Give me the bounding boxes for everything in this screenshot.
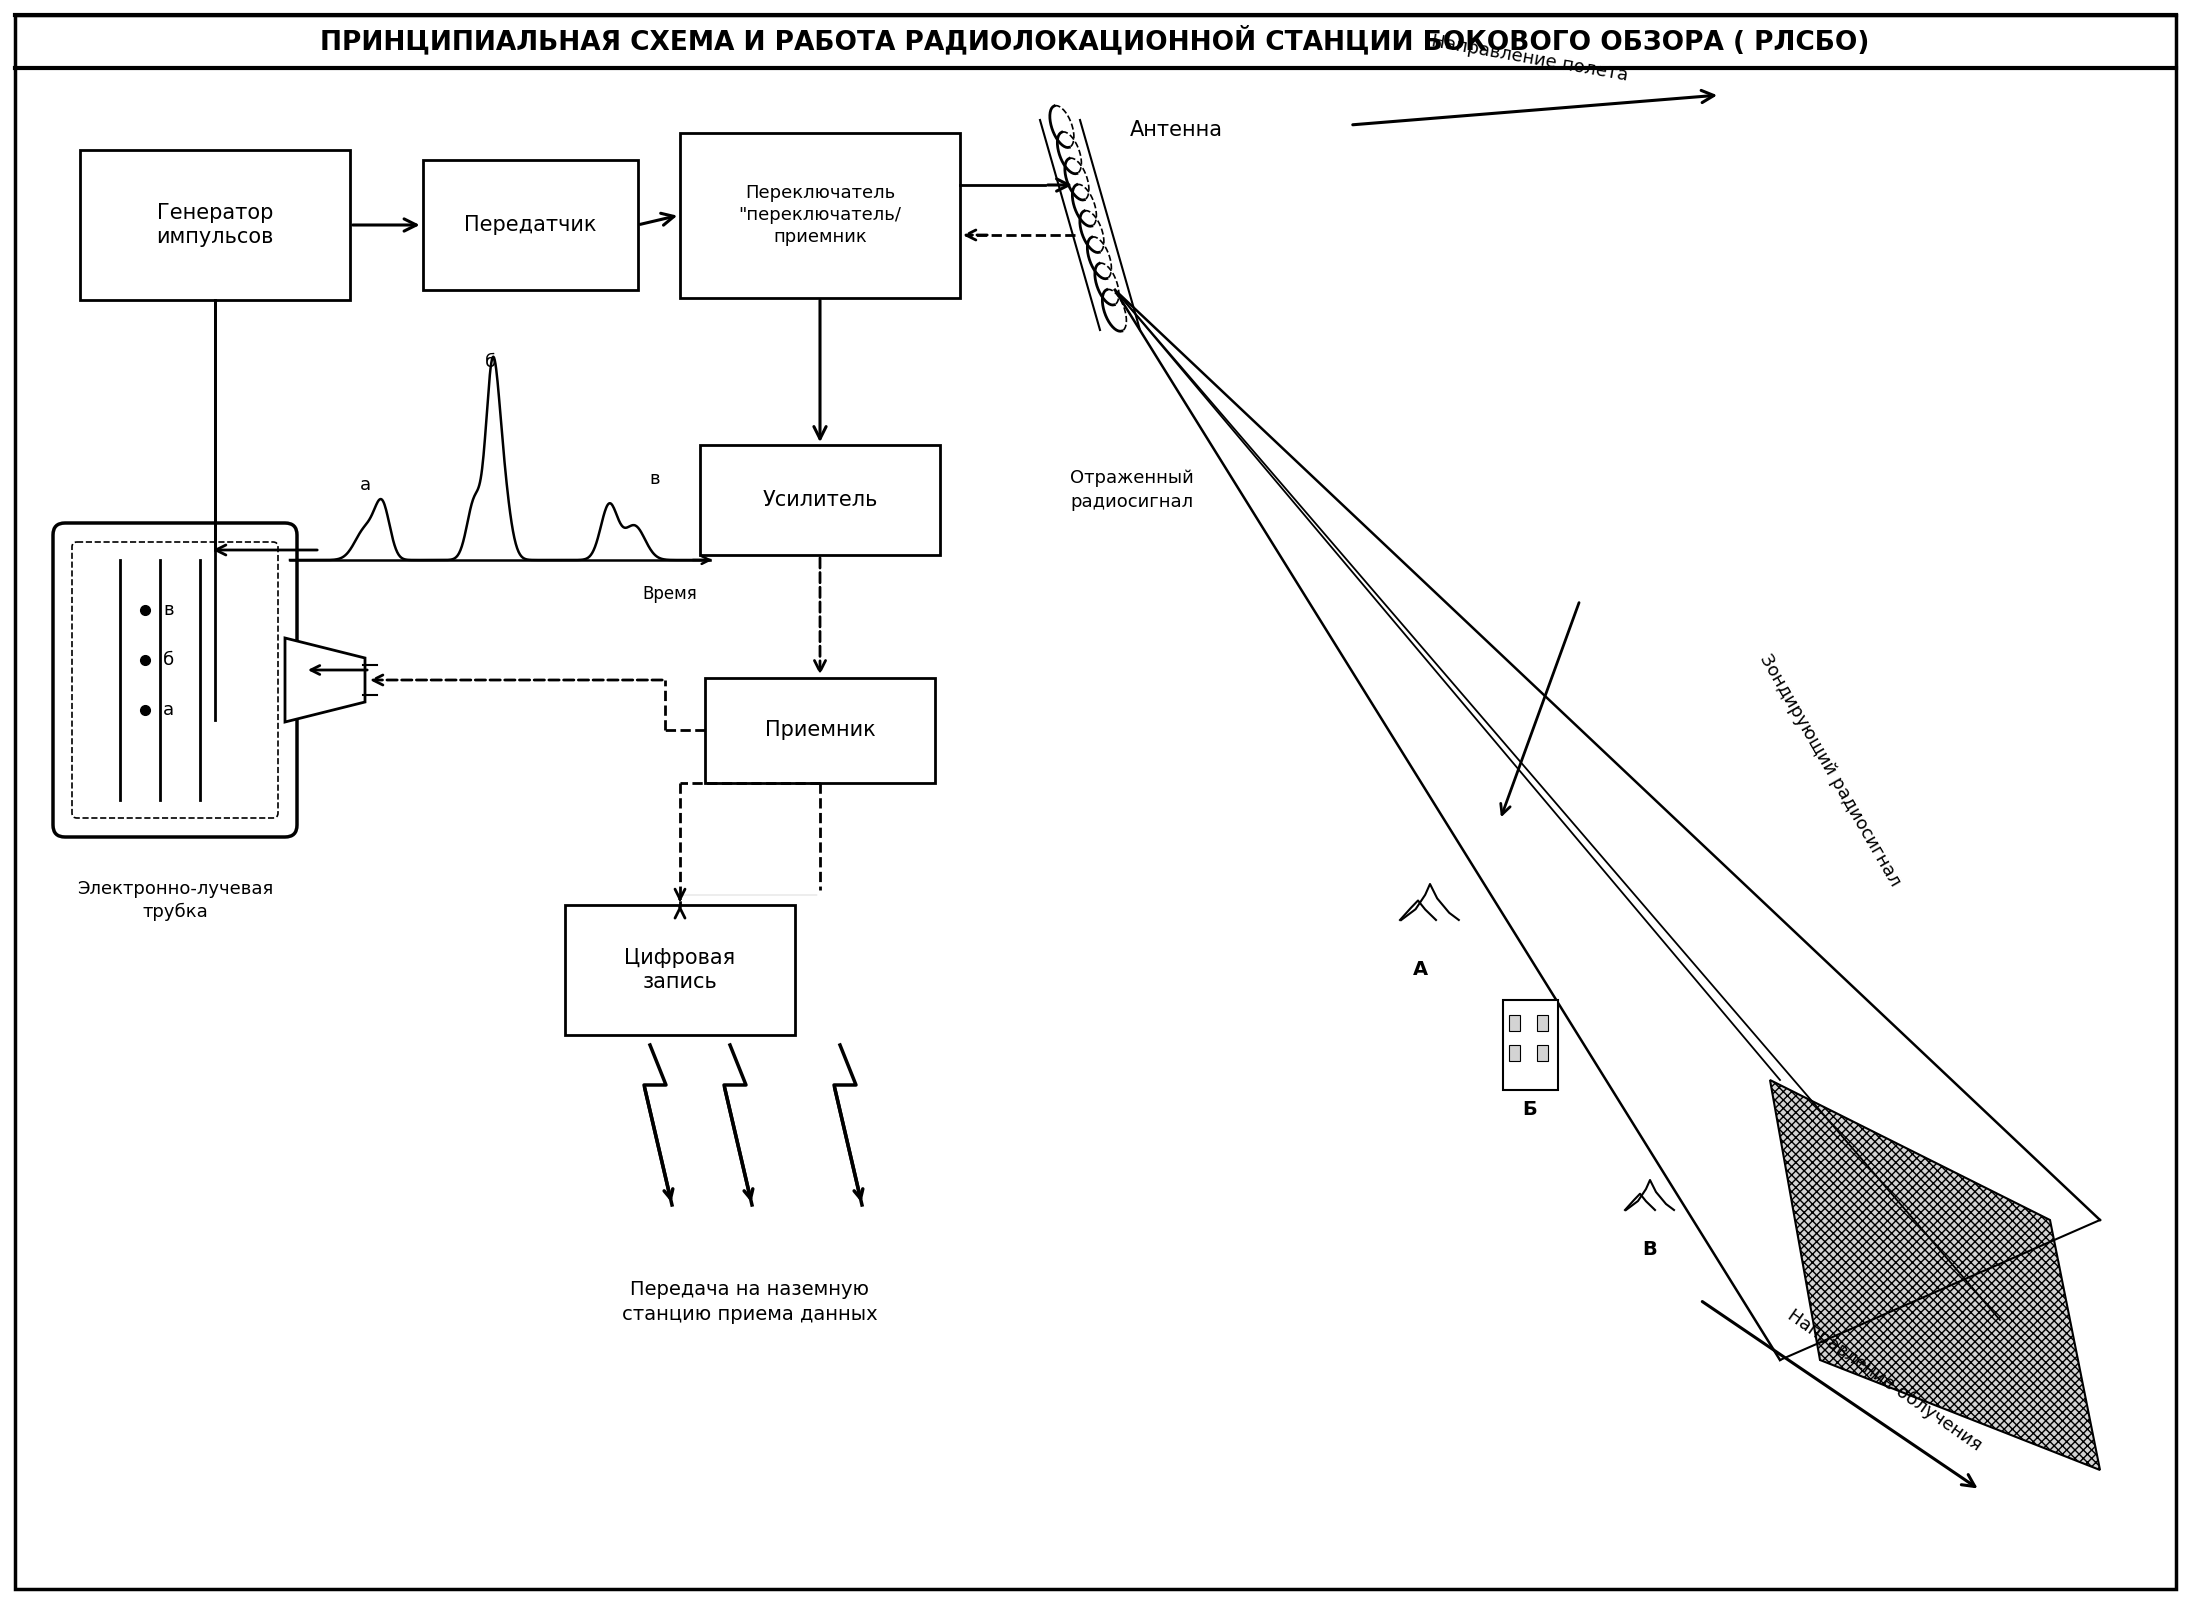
Text: Электронно-лучевая
трубка: Электронно-лучевая трубка <box>77 881 274 921</box>
Bar <box>679 133 960 297</box>
Text: в: в <box>649 470 659 488</box>
Bar <box>1510 1015 1521 1031</box>
Text: Передача на наземную
станцию приема данных: Передача на наземную станцию приема данн… <box>622 1280 879 1323</box>
Polygon shape <box>1400 900 1435 921</box>
Text: Время: Время <box>642 585 697 603</box>
Text: б: б <box>162 651 175 669</box>
Polygon shape <box>1626 1193 1654 1209</box>
Text: ПРИНЦИПИАЛЬНАЯ СХЕМА И РАБОТА РАДИОЛОКАЦИОННОЙ СТАНЦИИ БОКОВОГО ОБЗОРА ( РЛСБО): ПРИНЦИПИАЛЬНАЯ СХЕМА И РАБОТА РАДИОЛОКАЦ… <box>320 26 1869 56</box>
Text: Направление полета: Направление полета <box>1431 32 1630 85</box>
Bar <box>565 905 795 1035</box>
Bar <box>1536 1044 1547 1060</box>
Text: а: а <box>162 701 173 719</box>
Bar <box>81 151 351 300</box>
Polygon shape <box>285 638 366 722</box>
Text: Б: Б <box>1523 1100 1538 1120</box>
Text: Направление облучения: Направление облучения <box>1783 1306 1985 1455</box>
Polygon shape <box>1770 1079 2099 1469</box>
Bar <box>706 677 936 783</box>
Text: Отраженный
радиосигнал: Отраженный радиосигнал <box>1069 470 1194 510</box>
Polygon shape <box>1402 884 1459 921</box>
Text: Приемник: Приемник <box>765 720 876 739</box>
Text: Цифровая
запись: Цифровая запись <box>624 948 736 993</box>
FancyBboxPatch shape <box>53 523 298 837</box>
Text: Антенна: Антенна <box>1131 120 1223 140</box>
Text: б: б <box>484 353 497 371</box>
Text: а: а <box>359 475 370 494</box>
Text: Передатчик: Передатчик <box>464 215 596 236</box>
Text: Генератор
импульсов: Генератор импульсов <box>156 202 274 247</box>
FancyBboxPatch shape <box>72 542 278 818</box>
Text: Переключатель
"переключатель/
приемник: Переключатель "переключатель/ приемник <box>738 184 901 245</box>
Bar <box>423 160 638 290</box>
Bar <box>1510 1044 1521 1060</box>
Text: В: В <box>1643 1240 1656 1259</box>
Bar <box>1503 999 1558 1091</box>
Bar <box>699 444 940 555</box>
Bar <box>1536 1015 1547 1031</box>
Text: в: в <box>162 602 173 619</box>
Text: Зондирующий радиосигнал: Зондирующий радиосигнал <box>1755 651 1904 889</box>
Polygon shape <box>1626 1181 1674 1209</box>
Text: А: А <box>1413 961 1429 978</box>
Text: Усилитель: Усилитель <box>762 489 879 510</box>
